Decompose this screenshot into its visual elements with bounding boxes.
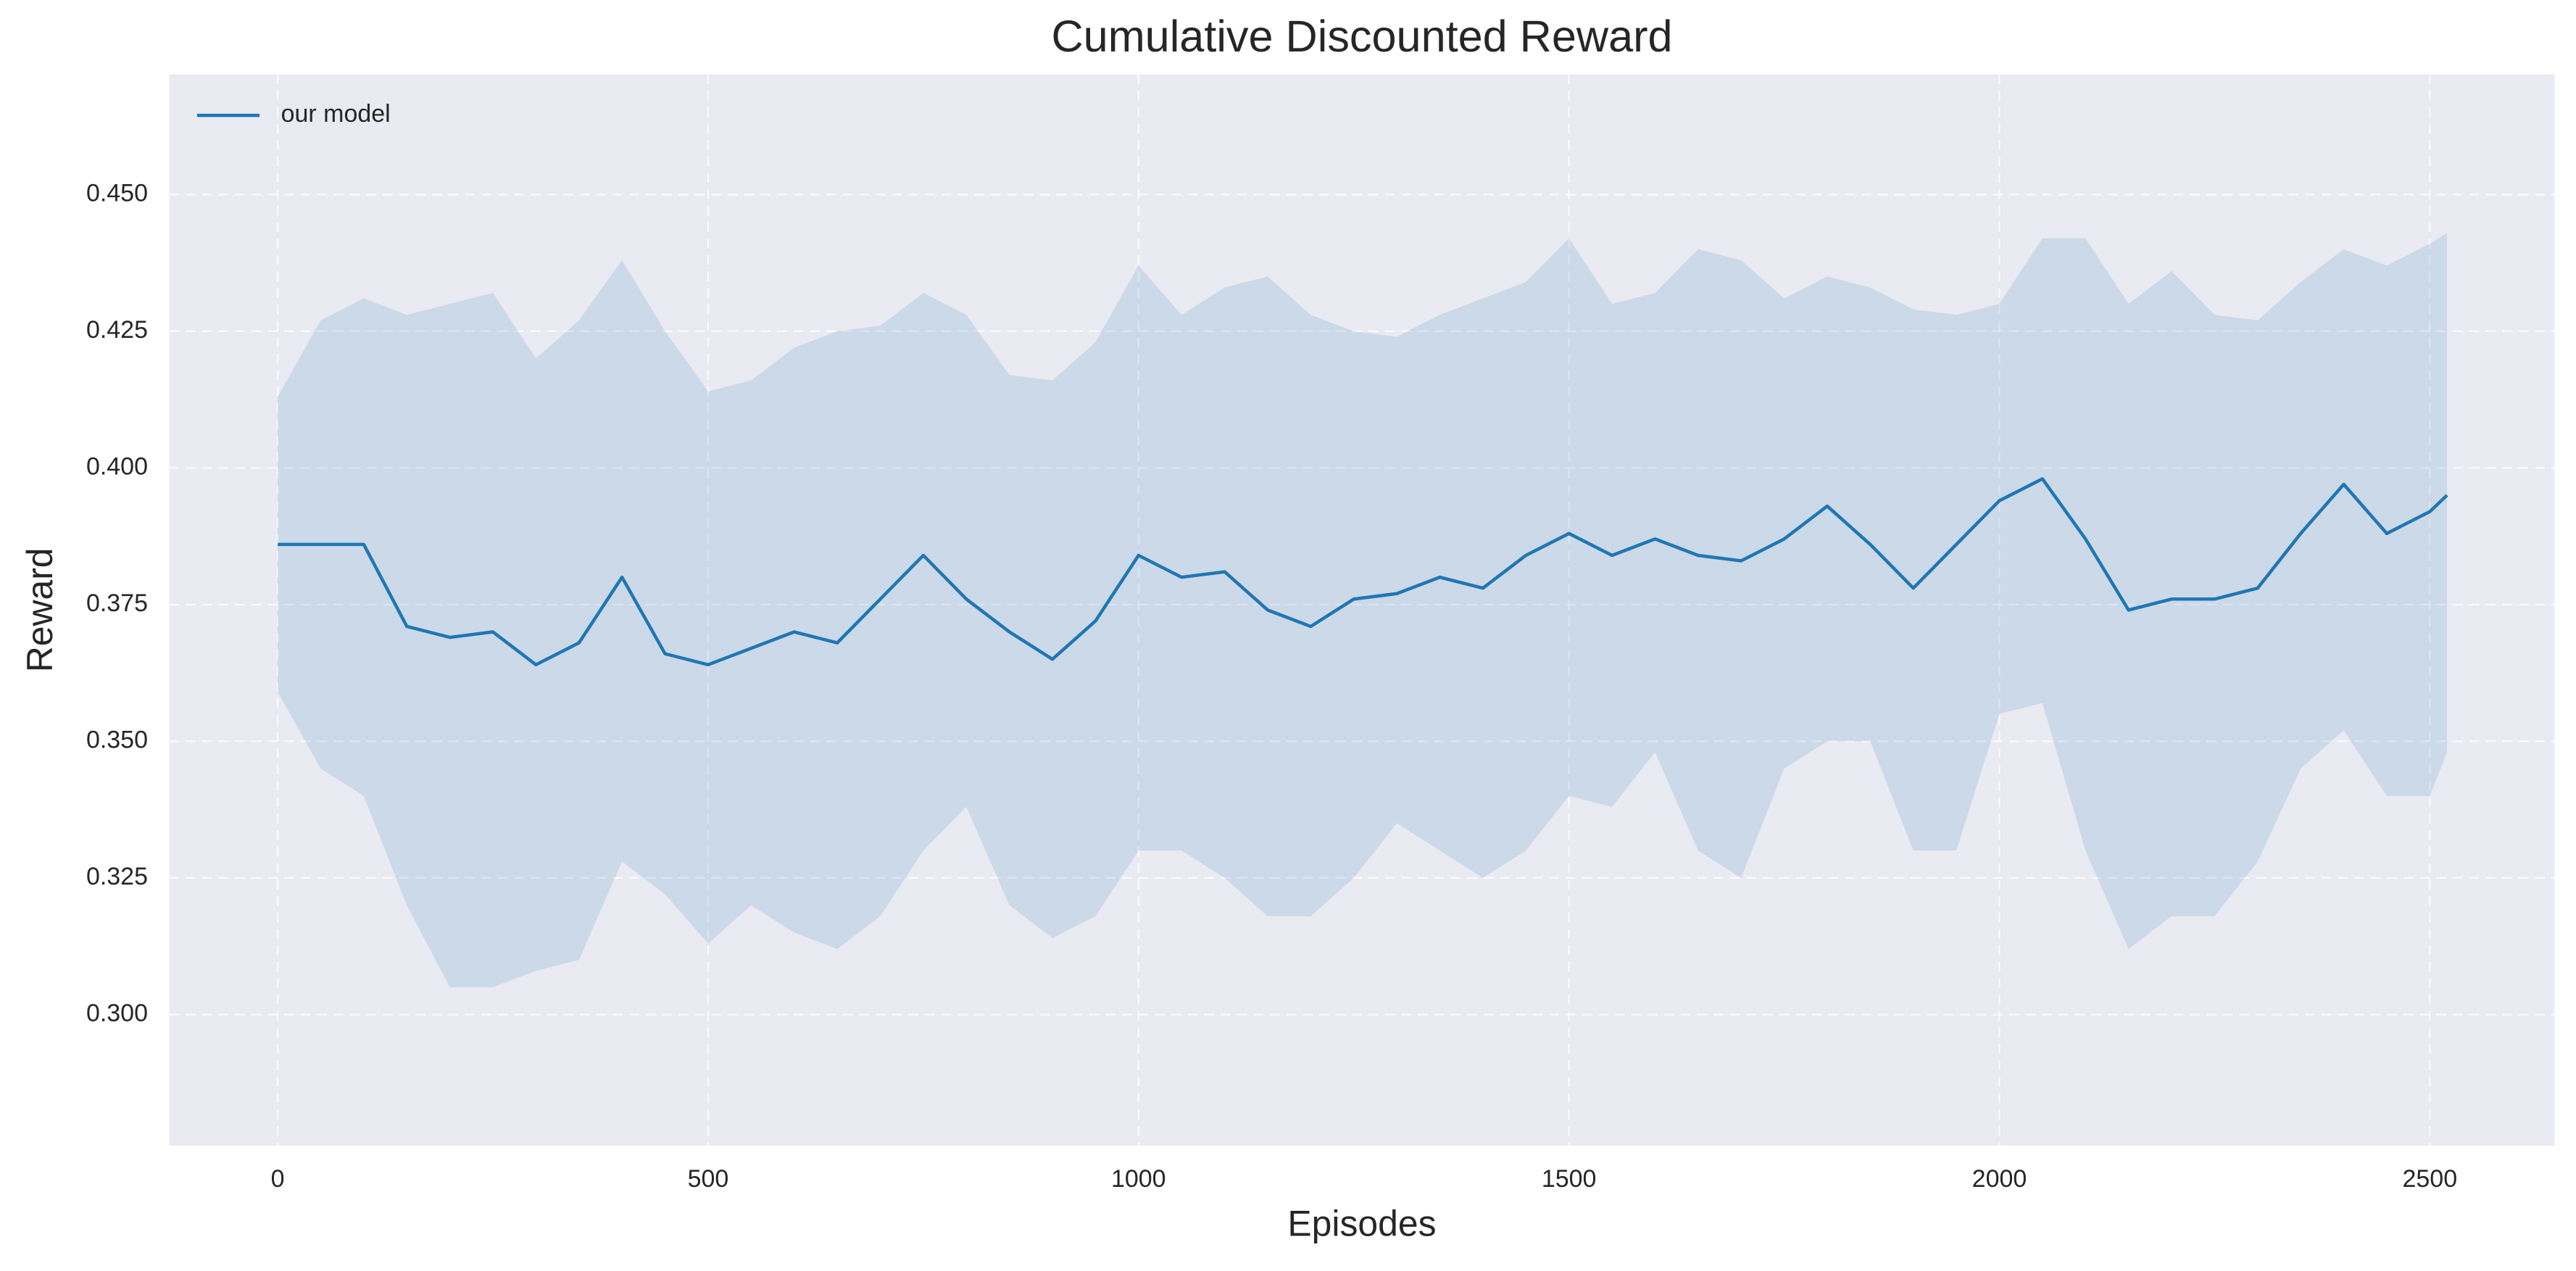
chart-title: Cumulative Discounted Reward: [1051, 12, 1672, 61]
x-tick-label: 1500: [1542, 1165, 1597, 1193]
legend-label: our model: [281, 100, 391, 128]
x-tick-label: 0: [271, 1165, 285, 1193]
x-tick-label: 1000: [1111, 1165, 1166, 1193]
x-tick-label: 2000: [1972, 1165, 2027, 1193]
plot-area: [169, 74, 2555, 1146]
y-tick-label: 0.400: [86, 452, 148, 480]
y-tick-label: 0.325: [86, 863, 148, 890]
x-tick-label: 2500: [2403, 1165, 2458, 1193]
y-axis-title: Reward: [20, 547, 60, 672]
y-tick-label: 0.425: [86, 316, 148, 344]
y-tick-label: 0.350: [86, 726, 148, 753]
y-tick-label: 0.450: [86, 179, 148, 207]
x-tick-label: 500: [688, 1165, 729, 1193]
y-tick-label: 0.300: [86, 999, 148, 1027]
line: [278, 477, 2448, 667]
y-tick-label: 0.375: [86, 589, 148, 617]
confidence-band: [278, 233, 2448, 988]
x-axis-title: Episodes: [1287, 1204, 1436, 1244]
